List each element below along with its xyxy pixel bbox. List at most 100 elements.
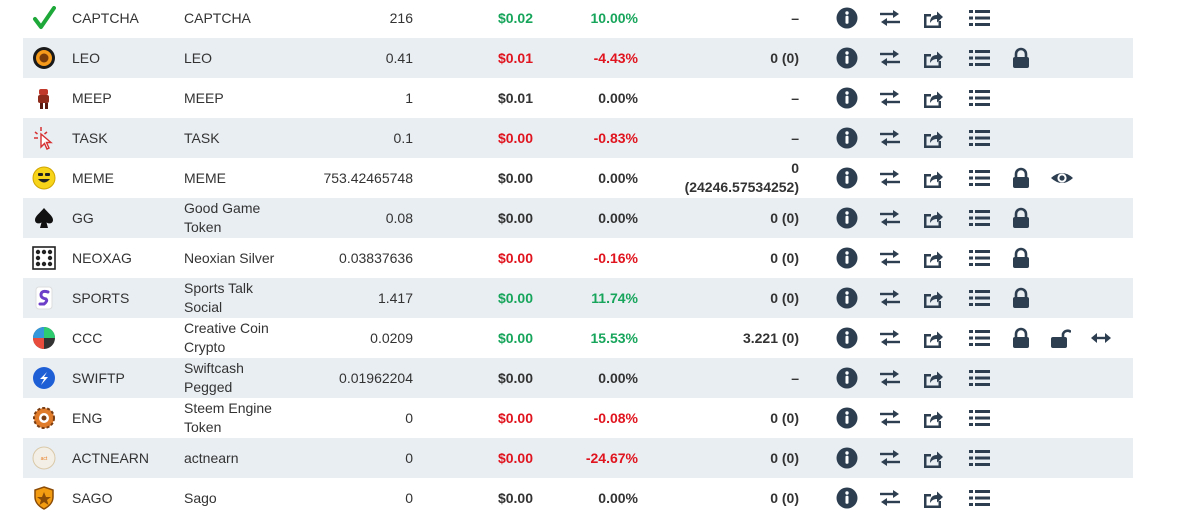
info-icon[interactable] xyxy=(836,207,858,229)
list-icon[interactable] xyxy=(968,87,990,109)
list-icon[interactable] xyxy=(968,127,990,149)
info-icon[interactable] xyxy=(836,247,858,269)
lock-icon[interactable] xyxy=(1010,47,1032,69)
list-icon[interactable] xyxy=(968,247,990,269)
info-icon[interactable] xyxy=(836,127,858,149)
list-icon[interactable] xyxy=(968,287,990,309)
token-symbol[interactable]: CAPTCHA xyxy=(72,10,139,26)
lock-icon[interactable] xyxy=(1010,167,1032,189)
lock-icon[interactable] xyxy=(1010,287,1032,309)
transfer-icon[interactable] xyxy=(879,7,901,29)
list-icon[interactable] xyxy=(968,487,990,509)
list-icon[interactable] xyxy=(968,367,990,389)
token-balance: 1 xyxy=(405,90,413,106)
transfer-icon[interactable] xyxy=(879,447,901,469)
token-name: Neoxian Silver xyxy=(184,238,294,278)
creative-coin-icon xyxy=(32,326,56,350)
list-icon[interactable] xyxy=(968,47,990,69)
info-icon[interactable] xyxy=(836,47,858,69)
token-stake-value: 0 (0) xyxy=(770,409,799,426)
share-icon[interactable] xyxy=(922,407,944,429)
token-price: $0.00 xyxy=(497,210,533,226)
share-icon[interactable] xyxy=(922,247,944,269)
lock-icon[interactable] xyxy=(1010,247,1032,269)
token-price: $0.01 xyxy=(497,50,533,66)
share-icon[interactable] xyxy=(922,127,944,149)
token-balance: 753.42465748 xyxy=(323,170,413,186)
transfer-icon[interactable] xyxy=(879,207,901,229)
share-icon[interactable] xyxy=(922,327,944,349)
token-symbol[interactable]: MEME xyxy=(72,170,114,186)
token-symbol[interactable]: MEEP xyxy=(72,90,112,106)
token-logo-cell xyxy=(23,78,65,118)
token-change: -4.43% xyxy=(593,50,638,66)
list-icon[interactable] xyxy=(968,407,990,429)
share-icon[interactable] xyxy=(922,287,944,309)
token-symbol[interactable]: NEOXAG xyxy=(72,250,132,266)
horizontal-arrows-icon[interactable] xyxy=(1090,327,1112,349)
list-icon[interactable] xyxy=(968,7,990,29)
lock-icon[interactable] xyxy=(1010,207,1032,229)
info-icon[interactable] xyxy=(836,487,858,509)
lock-icon[interactable] xyxy=(1010,327,1032,349)
token-stake: – xyxy=(653,118,799,158)
list-icon[interactable] xyxy=(968,167,990,189)
transfer-icon[interactable] xyxy=(879,167,901,189)
leo-lion-icon xyxy=(32,46,56,70)
transfer-icon[interactable] xyxy=(879,487,901,509)
info-icon[interactable] xyxy=(836,367,858,389)
transfer-icon[interactable] xyxy=(879,87,901,109)
transfer-icon[interactable] xyxy=(879,287,901,309)
unlock-icon[interactable] xyxy=(1049,327,1072,349)
share-icon[interactable] xyxy=(922,447,944,469)
token-symbol[interactable]: ACTNEARN xyxy=(72,450,150,466)
token-name: actnearn xyxy=(184,438,294,478)
info-icon[interactable] xyxy=(836,447,858,469)
token-balance: 0 xyxy=(405,490,413,506)
token-logo-cell: act xyxy=(23,438,65,478)
swift-circle-icon xyxy=(32,366,56,390)
share-icon[interactable] xyxy=(922,87,944,109)
token-symbol[interactable]: SWIFTP xyxy=(72,370,125,386)
transfer-icon[interactable] xyxy=(879,247,901,269)
token-price: $0.00 xyxy=(497,170,533,186)
token-name-line: Token xyxy=(184,219,222,235)
token-symbol[interactable]: ENG xyxy=(72,410,103,426)
token-symbol[interactable]: TASK xyxy=(72,130,108,146)
token-symbol[interactable]: GG xyxy=(72,210,94,226)
eye-icon[interactable] xyxy=(1051,167,1073,189)
transfer-icon[interactable] xyxy=(879,127,901,149)
token-symbol[interactable]: CCC xyxy=(72,330,103,346)
shield-crest-icon xyxy=(32,486,56,510)
info-icon[interactable] xyxy=(836,167,858,189)
token-symbol[interactable]: LEO xyxy=(72,50,101,66)
share-icon[interactable] xyxy=(922,47,944,69)
share-icon[interactable] xyxy=(922,487,944,509)
transfer-icon[interactable] xyxy=(879,47,901,69)
token-change: 10.00% xyxy=(590,10,638,26)
token-change: -0.83% xyxy=(593,130,638,146)
info-icon[interactable] xyxy=(836,407,858,429)
info-icon[interactable] xyxy=(836,7,858,29)
token-name-line: Sports Talk xyxy=(184,280,253,296)
info-icon[interactable] xyxy=(836,87,858,109)
token-stake-value: 0 (0) xyxy=(770,489,799,506)
info-icon[interactable] xyxy=(836,327,858,349)
token-stake-sub: (24246.57534252) xyxy=(684,179,799,195)
transfer-icon[interactable] xyxy=(879,327,901,349)
share-icon[interactable] xyxy=(922,207,944,229)
token-name-line: MEME xyxy=(184,169,226,186)
token-logo-cell xyxy=(23,318,65,358)
share-icon[interactable] xyxy=(922,167,944,189)
token-name-line: Social xyxy=(184,299,223,315)
info-icon[interactable] xyxy=(836,287,858,309)
list-icon[interactable] xyxy=(968,207,990,229)
list-icon[interactable] xyxy=(968,327,990,349)
list-icon[interactable] xyxy=(968,447,990,469)
transfer-icon[interactable] xyxy=(879,407,901,429)
token-symbol[interactable]: SAGO xyxy=(72,490,113,506)
token-symbol[interactable]: SPORTS xyxy=(72,290,130,306)
share-icon[interactable] xyxy=(922,367,944,389)
share-icon[interactable] xyxy=(922,7,944,29)
transfer-icon[interactable] xyxy=(879,367,901,389)
